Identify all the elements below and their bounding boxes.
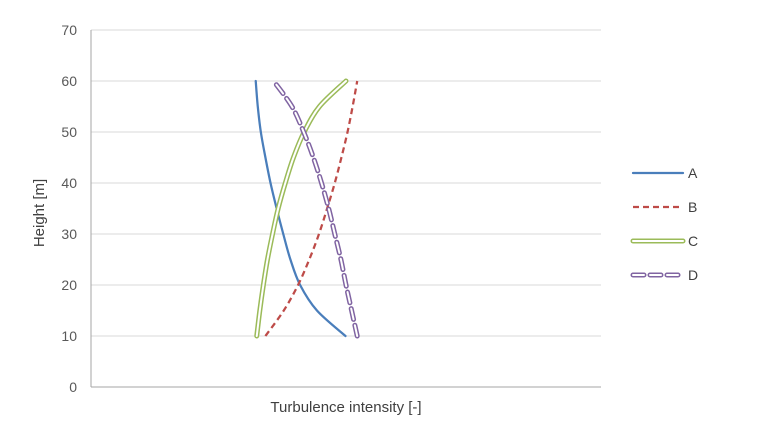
- series-line-C-inner: [255, 80, 347, 337]
- series-lines: [254, 78, 360, 339]
- y-tick-label-60: 60: [61, 73, 77, 89]
- y-tick-label-70: 70: [61, 22, 77, 38]
- legend-item-A: A: [631, 165, 698, 181]
- legend: A B C D: [630, 165, 698, 283]
- series-line-D-inner: [272, 80, 359, 337]
- legend-label-C: C: [688, 233, 698, 249]
- legend-label-B: B: [688, 199, 697, 215]
- legend-label-D: D: [688, 267, 698, 283]
- y-tick-label-20: 20: [61, 277, 77, 293]
- axes: [90, 30, 601, 388]
- y-axis-label: Height [m]: [31, 179, 48, 247]
- series-C: [254, 78, 349, 339]
- x-axis-label: Turbulence intensity [-]: [270, 399, 421, 416]
- series-line-C-outer: [254, 78, 349, 339]
- legend-item-B: B: [633, 199, 697, 215]
- legend-item-C: C: [630, 233, 698, 249]
- y-tick-label-10: 10: [61, 328, 77, 344]
- legend-label-A: A: [688, 165, 698, 181]
- y-tick-labels: 0 10 20 30 40 50 60 70: [61, 22, 77, 395]
- y-tick-label-50: 50: [61, 124, 77, 140]
- y-tick-label-0: 0: [69, 379, 77, 395]
- y-tick-label-40: 40: [61, 175, 77, 191]
- legend-item-D: D: [630, 267, 698, 283]
- series-D: [271, 78, 360, 339]
- series-line-D-outer: [271, 78, 360, 339]
- y-tick-label-30: 30: [61, 226, 77, 242]
